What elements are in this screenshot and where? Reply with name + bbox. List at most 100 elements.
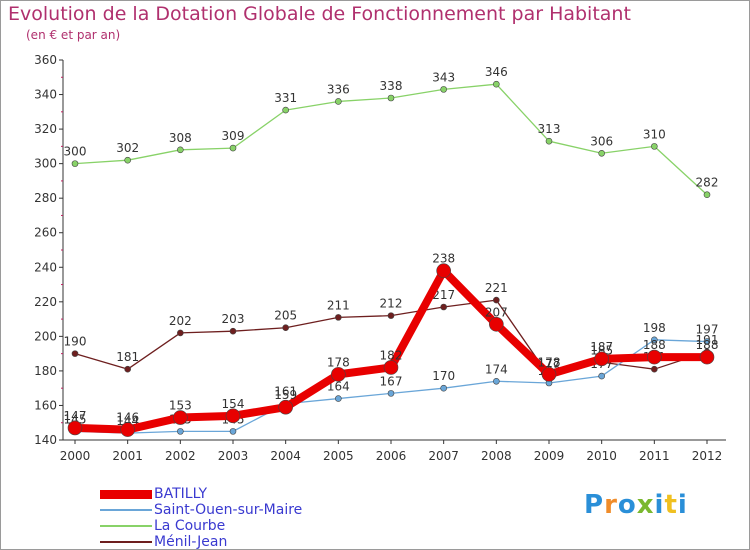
data-point-batilly <box>436 263 451 279</box>
data-label-batilly: 238 <box>432 252 455 266</box>
logo-letter: o <box>617 490 637 520</box>
data-label-la-courbe: 308 <box>169 131 192 145</box>
data-label-batilly: 146 <box>116 411 139 425</box>
data-label-batilly: 153 <box>169 399 192 413</box>
x-tick-label: 2011 <box>639 449 670 463</box>
data-label-saint-ouen-sur-maire: 198 <box>643 321 666 335</box>
x-tick-label: 2000 <box>60 449 91 463</box>
data-point-la-courbe <box>177 146 184 154</box>
chart-subtitle: (en € et par an) <box>26 28 121 42</box>
legend-item-batilly: BATILLY <box>100 486 360 502</box>
data-point-saint-ouen-sur-maire <box>335 395 342 402</box>
x-tick-label: 2007 <box>428 449 459 463</box>
data-label-batilly: 147 <box>64 409 87 423</box>
data-label-saint-ouen-sur-maire: 167 <box>380 374 403 388</box>
data-label-batilly: 182 <box>380 348 403 362</box>
x-tick-label: 2006 <box>376 449 407 463</box>
data-point-menil-jean <box>493 296 500 304</box>
legend-swatch-menil-jean <box>100 541 152 543</box>
y-tick-label: 140 <box>34 433 57 447</box>
x-tick-label: 2002 <box>165 449 196 463</box>
data-label-menil-jean: 205 <box>274 309 297 323</box>
y-tick-label: 180 <box>34 364 57 378</box>
data-point-batilly <box>225 408 241 424</box>
data-point-la-courbe <box>703 191 711 199</box>
x-tick-label: 2001 <box>112 449 143 463</box>
data-point-batilly <box>647 349 662 365</box>
data-label-batilly: 207 <box>485 305 508 319</box>
data-point-menil-jean <box>651 365 658 373</box>
data-point-batilly <box>594 351 609 367</box>
y-tick-label: 300 <box>34 157 57 171</box>
data-point-la-courbe <box>229 144 237 152</box>
data-label-menil-jean: 212 <box>380 297 403 311</box>
data-point-batilly <box>541 367 557 382</box>
y-tick-label: 280 <box>34 191 57 205</box>
y-tick-label: 160 <box>34 398 57 412</box>
x-tick-label: 2009 <box>534 449 565 463</box>
legend-item-saint-ouen-sur-maire: Saint-Ouen-sur-Maire <box>100 502 360 518</box>
logo-letter: i <box>677 490 688 520</box>
data-label-menil-jean: 203 <box>222 312 245 326</box>
legend-swatch-la-courbe <box>100 525 152 527</box>
data-label-la-courbe: 282 <box>696 176 719 190</box>
data-label-la-courbe: 346 <box>485 65 508 79</box>
legend-label: BATILLY <box>154 486 208 502</box>
x-tick-label: 2003 <box>218 449 249 463</box>
data-label-menil-jean: 221 <box>485 281 508 295</box>
data-label-la-courbe: 313 <box>538 122 561 136</box>
data-point-menil-jean <box>71 350 79 357</box>
data-point-batilly <box>173 410 188 425</box>
legend-item-menil-jean: Ménil-Jean <box>100 534 360 550</box>
logo-letter: i <box>654 490 665 520</box>
data-point-la-courbe <box>387 94 395 102</box>
data-label-batilly: 188 <box>643 338 666 352</box>
data-label-menil-jean: 181 <box>116 350 139 364</box>
data-point-la-courbe <box>651 143 658 150</box>
data-point-saint-ouen-sur-maire <box>387 390 395 397</box>
data-point-menil-jean <box>440 303 447 311</box>
data-point-batilly <box>383 360 399 375</box>
legend-label: Saint-Ouen-sur-Maire <box>154 502 303 518</box>
logo-letter: x <box>636 490 655 520</box>
data-point-batilly <box>67 420 83 436</box>
data-point-batilly <box>278 399 293 415</box>
data-point-batilly <box>120 422 135 437</box>
data-label-la-courbe: 331 <box>274 91 297 105</box>
data-point-menil-jean <box>229 327 237 335</box>
data-label-batilly: 178 <box>538 355 561 369</box>
logo-letter: t <box>664 490 678 520</box>
data-point-saint-ouen-sur-maire <box>598 372 605 380</box>
data-label-menil-jean: 185 <box>590 343 613 357</box>
data-label-saint-ouen-sur-maire: 164 <box>327 380 350 394</box>
logo-letter: r <box>604 490 618 520</box>
data-label-la-courbe: 310 <box>643 127 666 141</box>
y-tick-label: 360 <box>34 53 57 67</box>
x-tick-label: 2005 <box>323 449 354 463</box>
data-point-la-courbe <box>124 156 131 164</box>
data-label-batilly: 154 <box>222 397 245 411</box>
y-tick-label: 220 <box>34 295 57 309</box>
data-point-la-courbe <box>493 80 500 88</box>
data-label-saint-ouen-sur-maire: 170 <box>432 369 455 383</box>
data-point-menil-jean <box>282 324 289 332</box>
data-label-saint-ouen-sur-maire: 145 <box>64 412 87 426</box>
data-label-batilly: 187 <box>590 340 613 354</box>
x-tick-label: 2010 <box>586 449 617 463</box>
y-tick-label: 320 <box>34 122 57 136</box>
data-label-batilly: 178 <box>327 355 350 369</box>
y-tick-label: 260 <box>34 226 57 240</box>
data-point-la-courbe <box>545 137 553 145</box>
data-point-menil-jean <box>124 365 131 373</box>
data-point-la-courbe <box>282 106 289 114</box>
logo-letter: P <box>584 490 605 520</box>
data-label-batilly: 188 <box>696 338 719 352</box>
data-point-menil-jean <box>177 329 184 337</box>
data-label-la-courbe: 336 <box>327 82 350 96</box>
chart-title: Evolution de la Dotation Globale de Fonc… <box>8 3 631 25</box>
legend-item-la-courbe: La Courbe <box>100 518 360 534</box>
data-label-la-courbe: 302 <box>116 141 139 155</box>
data-point-saint-ouen-sur-maire <box>177 428 184 435</box>
data-point-saint-ouen-sur-maire <box>703 338 711 345</box>
